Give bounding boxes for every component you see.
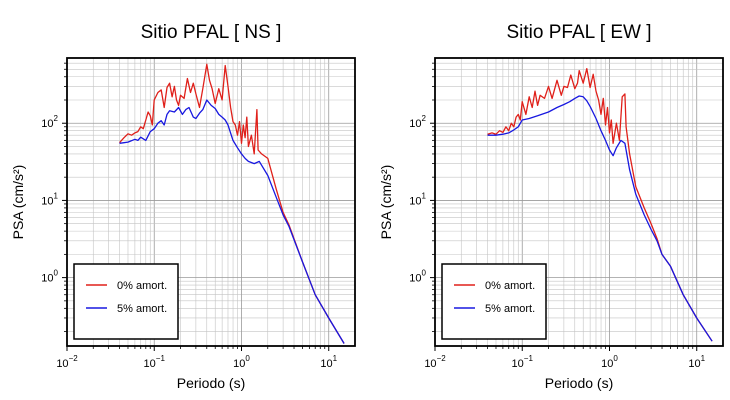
chart-panel-2: 10−2 10−1 100 101 100 101 102 Sitio PFAL [ EW ]… — [378, 22, 724, 391]
series-line-damping-0 — [487, 67, 713, 342]
y-axis-label: PSA (cm/s²) — [10, 165, 26, 240]
legend: 0% amort. 5% amort. — [441, 263, 547, 340]
series-group — [487, 67, 713, 342]
y-tick-label: 102 — [409, 114, 426, 130]
legend: 0% amort. 5% amort. — [73, 263, 179, 340]
chart-title: Sitio PFAL [ EW ] — [506, 22, 651, 43]
x-tick-label: 10−2 — [424, 354, 446, 370]
x-tick-label: 100 — [233, 354, 250, 370]
y-tick-label: 100 — [41, 269, 58, 285]
legend-label: 0% amort. — [485, 280, 535, 292]
y-axis-label: PSA (cm/s²) — [378, 165, 394, 240]
x-axis-label: Periodo (s) — [177, 375, 245, 391]
x-tick-label: 10−1 — [144, 354, 166, 370]
legend-label: 0% amort. — [117, 280, 167, 292]
x-tick-label: 100 — [601, 354, 618, 370]
legend-label: 5% amort. — [117, 303, 167, 315]
chart-panel-1: 10−2 10−1 100 101 100 101 102 Sitio PFAL [ NS ]… — [10, 22, 356, 391]
plot-frame — [434, 57, 724, 347]
x-tick-label: 101 — [320, 354, 337, 370]
series-line-damping-0 — [119, 63, 345, 344]
plot-frame — [66, 57, 356, 347]
legend-box — [73, 263, 179, 340]
chart-title: Sitio PFAL [ NS ] — [141, 22, 282, 43]
series-group — [119, 63, 345, 344]
series-line-damping-5 — [119, 99, 345, 344]
y-tick-label: 102 — [41, 114, 58, 130]
legend-label: 5% amort. — [485, 303, 535, 315]
x-tick-label: 101 — [688, 354, 705, 370]
legend-box — [441, 263, 547, 340]
x-tick-label: 10−1 — [512, 354, 534, 370]
grid — [66, 57, 356, 346]
x-axis-label: Periodo (s) — [545, 375, 613, 391]
series-line-damping-5 — [487, 95, 713, 342]
y-tick-label: 101 — [41, 191, 58, 207]
y-tick-label: 101 — [409, 191, 426, 207]
y-tick-label: 100 — [409, 269, 426, 285]
x-tick-label: 10−2 — [56, 354, 78, 370]
